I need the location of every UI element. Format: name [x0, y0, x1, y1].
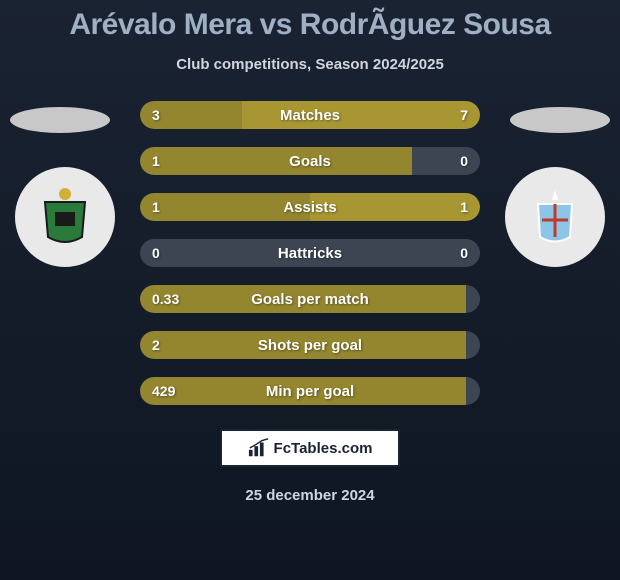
stat-value-left: 0.33 [152, 291, 179, 307]
stats-column: 3 Matches 7 1 Goals 0 1 Assists 1 0 Hattricks 0 0.33… [140, 101, 480, 405]
stat-label: Matches [280, 107, 340, 124]
stat-bar-right [242, 101, 480, 129]
player-left-column [0, 101, 140, 267]
stat-label: Hattricks [278, 245, 342, 262]
stat-label: Shots per goal [258, 337, 362, 354]
stat-value-left: 0 [152, 245, 160, 261]
page-title: Arévalo Mera vs RodrÃ­guez Sousa [69, 8, 550, 42]
club-crest-left [30, 182, 100, 252]
stat-value-right: 0 [460, 245, 468, 261]
stat-row: 429 Min per goal [140, 377, 480, 405]
stat-row: 0 Hattricks 0 [140, 239, 480, 267]
stat-label: Min per goal [266, 383, 354, 400]
stat-bar-left [140, 147, 412, 175]
stat-value-left: 1 [152, 153, 160, 169]
brand-text: FcTables.com [274, 440, 373, 457]
club-crest-right [520, 182, 590, 252]
club-badge-right [505, 167, 605, 267]
country-flag-left [10, 107, 110, 133]
stat-value-left: 1 [152, 199, 160, 215]
stat-value-left: 3 [152, 107, 160, 123]
country-flag-right [510, 107, 610, 133]
stat-label: Assists [283, 199, 336, 216]
stat-value-left: 2 [152, 337, 160, 353]
subtitle: Club competitions, Season 2024/2025 [176, 56, 444, 73]
stat-row: 2 Shots per goal [140, 331, 480, 359]
stat-row: 1 Assists 1 [140, 193, 480, 221]
brand-chart-icon [248, 438, 270, 458]
stat-row: 0.33 Goals per match [140, 285, 480, 313]
comparison-area: 3 Matches 7 1 Goals 0 1 Assists 1 0 Hattricks 0 0.33… [0, 101, 620, 405]
brand-badge[interactable]: FcTables.com [220, 429, 400, 467]
stat-value-right: 7 [460, 107, 468, 123]
player-right-column [480, 101, 620, 267]
stat-value-right: 0 [460, 153, 468, 169]
stat-label: Goals per match [251, 291, 369, 308]
stat-row: 1 Goals 0 [140, 147, 480, 175]
date-label: 25 december 2024 [245, 487, 374, 504]
stat-row: 3 Matches 7 [140, 101, 480, 129]
stat-label: Goals [289, 153, 331, 170]
stat-value-right: 1 [460, 199, 468, 215]
stat-value-left: 429 [152, 383, 175, 399]
club-badge-left [15, 167, 115, 267]
